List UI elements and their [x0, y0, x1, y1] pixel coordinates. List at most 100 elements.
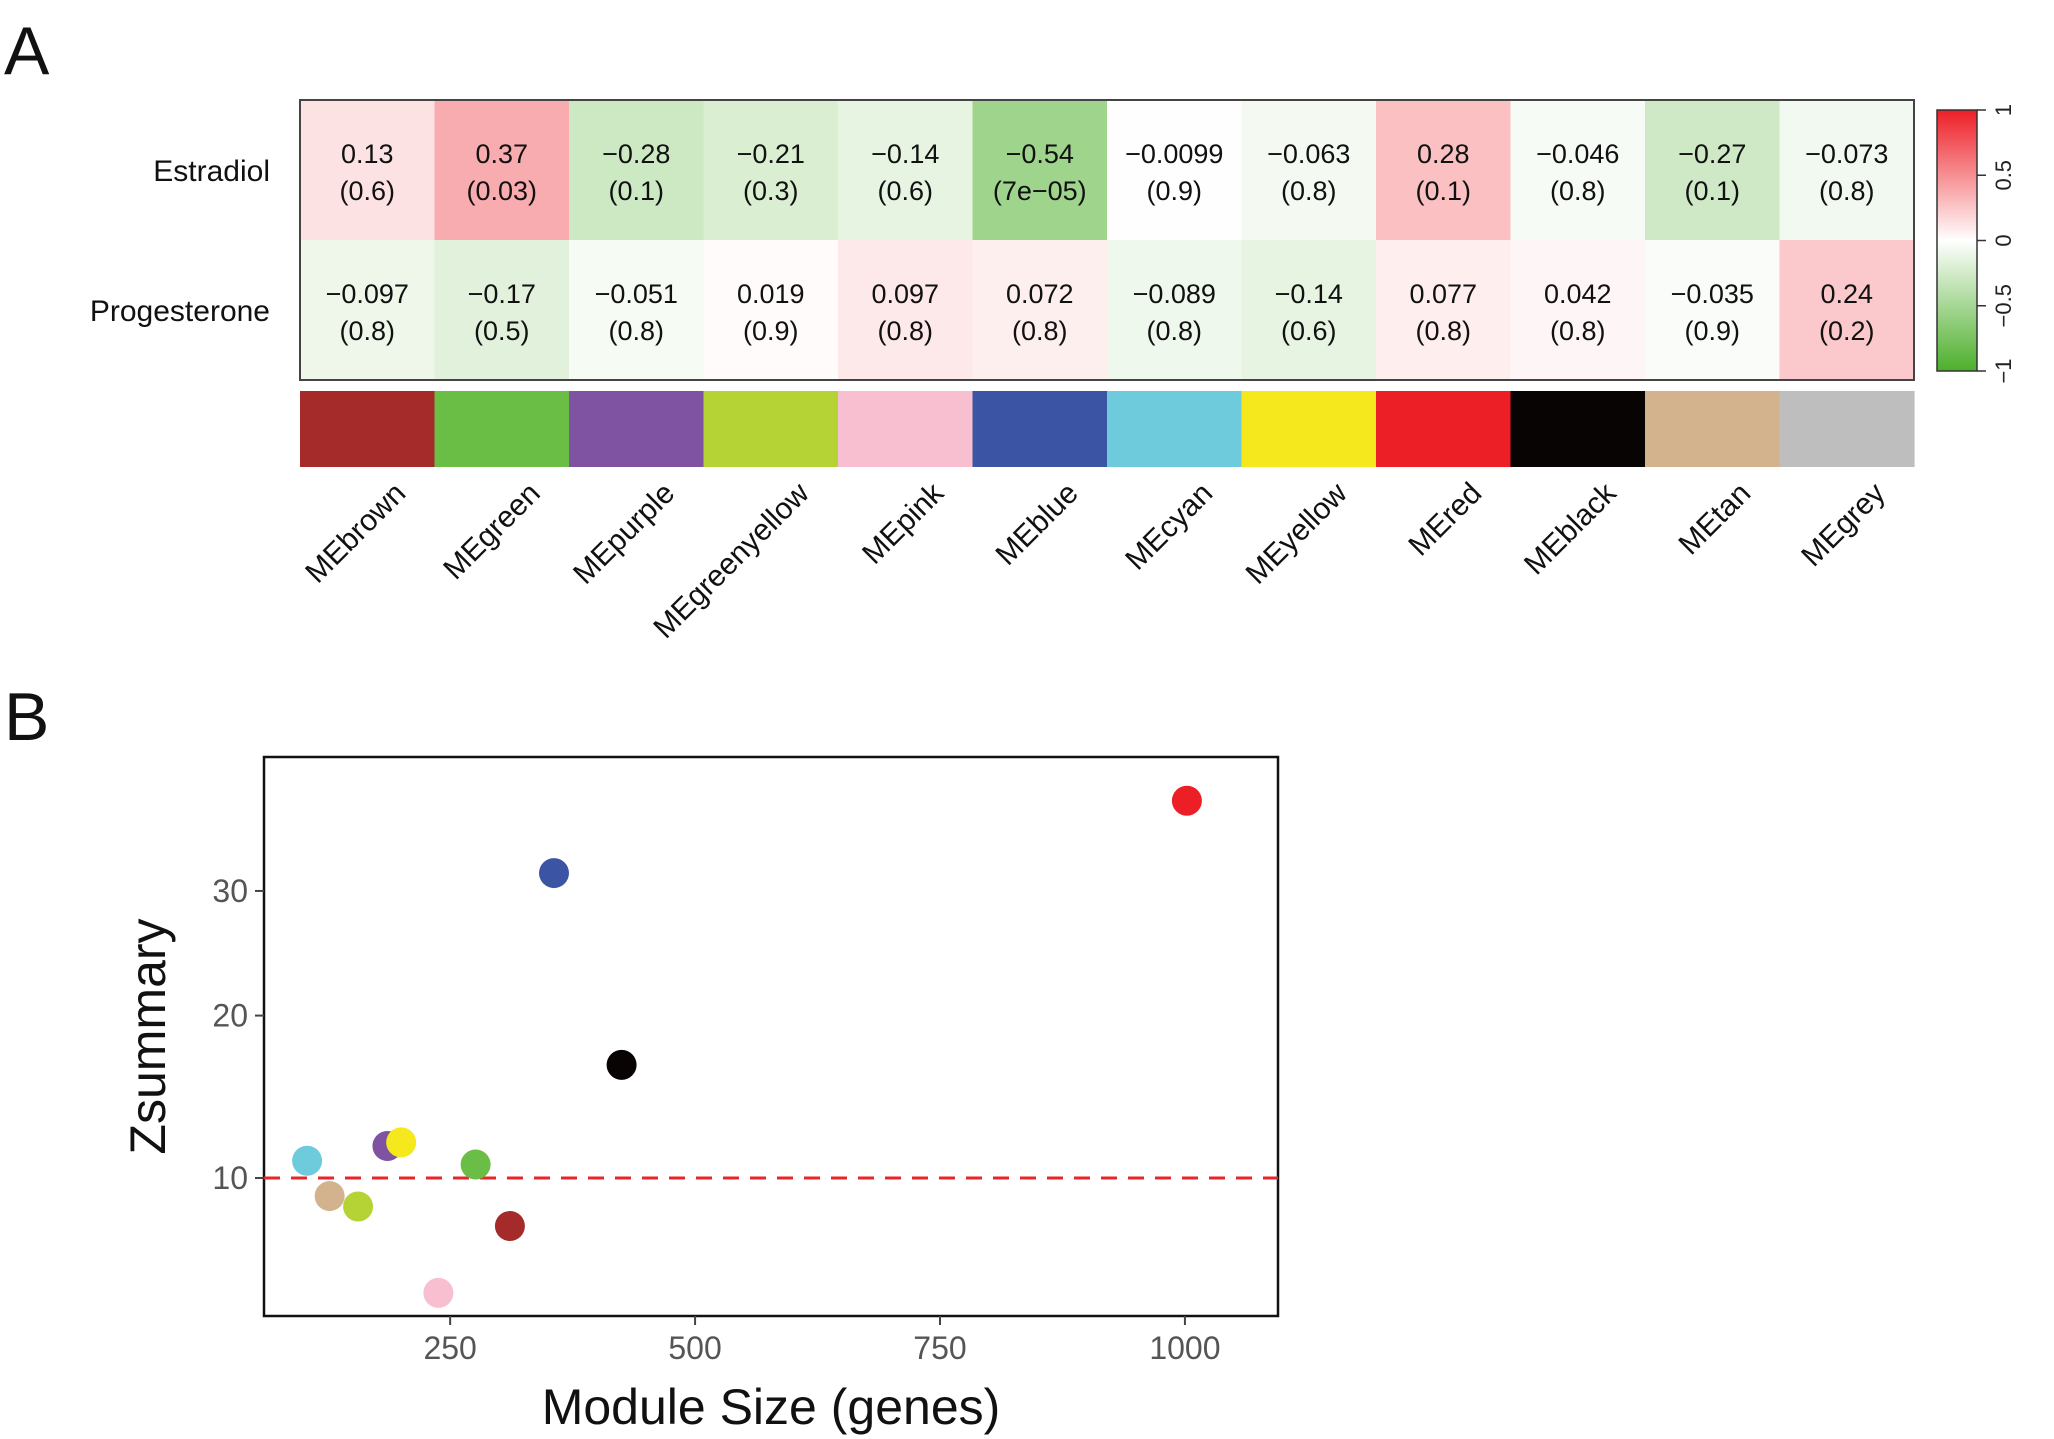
heatmap-cell	[1241, 100, 1377, 241]
cell-pvalue-label: (0.1)	[608, 176, 664, 206]
row-label: Progesterone	[90, 295, 270, 328]
cell-pvalue-label: (7e−05)	[993, 176, 1087, 206]
y-axis-title: Zsummary	[120, 918, 176, 1154]
module-label: MEred	[1402, 477, 1488, 563]
cell-pvalue-label: (0.2)	[1819, 316, 1875, 346]
module-color-swatch	[1376, 391, 1512, 467]
cell-value-label: 0.097	[871, 279, 939, 309]
heatmap-cell	[972, 240, 1108, 381]
cell-value-label: 0.13	[341, 139, 394, 169]
cell-value-label: 0.042	[1544, 279, 1612, 309]
module-point-blue	[538, 858, 569, 889]
heatmap-cell	[1510, 100, 1646, 241]
cell-value-label: 0.24	[1820, 279, 1873, 309]
module-label: MEgrey	[1795, 477, 1891, 573]
module-color-swatch	[300, 391, 436, 467]
cell-pvalue-label: (0.9)	[743, 316, 799, 346]
heatmap-cell	[300, 240, 436, 381]
module-point-green	[460, 1149, 491, 1180]
y-tick-label: 10	[212, 1160, 248, 1196]
cell-pvalue-label: (0.03)	[466, 176, 537, 206]
heatmap-cell	[434, 240, 570, 381]
cell-value-label: −0.27	[1678, 139, 1746, 169]
cell-pvalue-label: (0.8)	[1550, 316, 1606, 346]
cell-value-label: 0.019	[737, 279, 805, 309]
cell-pvalue-label: (0.3)	[743, 176, 799, 206]
module-point-brown	[494, 1211, 525, 1242]
module-point-black	[606, 1049, 637, 1080]
panel-label-b: B	[4, 679, 49, 755]
cell-pvalue-label: (0.9)	[1146, 176, 1202, 206]
cell-value-label: −0.17	[468, 279, 536, 309]
module-point-pink	[423, 1277, 454, 1308]
colorbar-tick-label: −1	[1991, 358, 2016, 383]
cell-pvalue-label: (0.8)	[1146, 316, 1202, 346]
module-color-swatch	[1645, 391, 1781, 467]
cell-value-label: −0.14	[1275, 279, 1343, 309]
cell-pvalue-label: (0.9)	[1684, 316, 1740, 346]
cell-pvalue-label: (0.8)	[1819, 176, 1875, 206]
heatmap-cell	[972, 100, 1108, 241]
module-point-cyan	[292, 1145, 323, 1176]
cell-pvalue-label: (0.8)	[608, 316, 664, 346]
module-point-tan	[314, 1181, 345, 1212]
cell-value-label: −0.063	[1267, 139, 1350, 169]
x-tick-label: 250	[423, 1330, 476, 1366]
cell-value-label: −0.097	[326, 279, 409, 309]
module-label: MEblue	[989, 477, 1084, 572]
heatmap-cell	[1645, 100, 1781, 241]
colorbar-gradient	[1936, 109, 1978, 372]
colorbar-tick-label: −0.5	[1991, 284, 2016, 327]
panel-label-a: A	[4, 13, 50, 89]
cell-pvalue-label: (0.1)	[1415, 176, 1471, 206]
module-color-swatch	[569, 391, 705, 467]
module-label: MEblack	[1518, 476, 1623, 581]
heatmap-cell	[838, 240, 974, 381]
heatmap-cell	[703, 100, 839, 241]
cell-pvalue-label: (0.6)	[339, 176, 395, 206]
cell-value-label: 0.072	[1006, 279, 1074, 309]
cell-pvalue-label: (0.8)	[1012, 316, 1068, 346]
colorbar-tick-label: 1	[1991, 104, 2016, 116]
heatmap-panel: Estradiol 0.13 (0.6) 0.37 (0.03) −0.28 (0.1) −0…	[90, 99, 1915, 645]
plot-area	[262, 755, 1280, 1318]
module-label: MEgreen	[437, 477, 546, 586]
cell-pvalue-label: (0.8)	[339, 316, 395, 346]
module-label: MEpurple	[567, 477, 681, 591]
module-color-swatch	[972, 391, 1108, 467]
module-color-swatch	[838, 391, 974, 467]
cell-value-label: −0.089	[1133, 279, 1216, 309]
cell-pvalue-label: (0.8)	[1281, 176, 1337, 206]
cell-pvalue-label: (0.8)	[1550, 176, 1606, 206]
x-axis-title: Module Size (genes)	[542, 1379, 1001, 1435]
colorbar-tick-label: 0.5	[1991, 160, 2016, 191]
module-color-swatch	[1510, 391, 1646, 467]
y-tick-label: 20	[212, 998, 248, 1034]
module-label: MEcyan	[1119, 477, 1219, 577]
heatmap-cell	[1779, 100, 1915, 241]
cell-pvalue-label: (0.6)	[1281, 316, 1337, 346]
heatmap-cell	[1107, 100, 1243, 241]
heatmap-cell	[569, 240, 705, 381]
module-color-swatch	[1107, 391, 1243, 467]
row-label: Estradiol	[153, 155, 270, 188]
heatmap-cell	[703, 240, 839, 381]
x-tick-label: 500	[668, 1330, 721, 1366]
colorbar: −1 −0.5 0 0.5 1	[1936, 104, 2016, 384]
heatmap-cell	[434, 100, 570, 241]
cell-pvalue-label: (0.1)	[1684, 176, 1740, 206]
module-point-red	[1171, 785, 1202, 816]
heatmap-cell	[1645, 240, 1781, 381]
heatmap-cell	[300, 100, 436, 241]
module-color-swatch	[703, 391, 839, 467]
cell-value-label: 0.28	[1417, 139, 1470, 169]
cell-value-label: 0.37	[475, 139, 528, 169]
colorbar-tick-label: 0	[1991, 234, 2016, 246]
heatmap-cell	[1241, 240, 1377, 381]
module-point-greenyellow	[343, 1191, 374, 1222]
heatmap-cell	[569, 100, 705, 241]
heatmap-cell	[1376, 240, 1512, 381]
x-tick-label: 1000	[1149, 1330, 1220, 1366]
x-tick-label: 750	[913, 1330, 966, 1366]
